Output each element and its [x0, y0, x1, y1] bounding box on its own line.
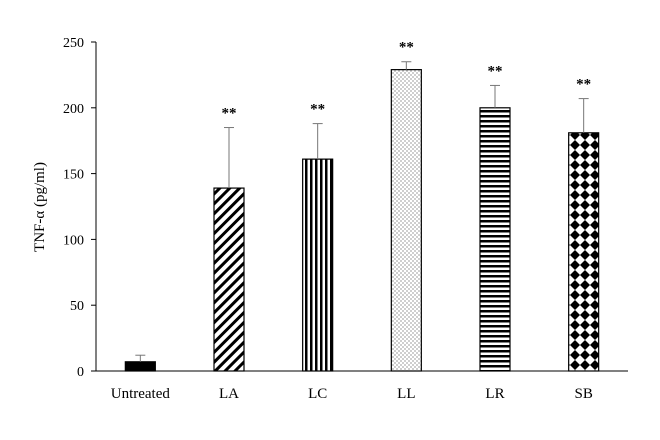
y-tick-label: 0 — [77, 365, 84, 380]
bar-lr — [479, 107, 511, 372]
y-tick-label: 200 — [63, 102, 84, 117]
y-tick-label: 150 — [63, 168, 84, 183]
significance-label-lc: ** — [310, 102, 325, 118]
x-tick-label-lc: LC — [308, 386, 327, 402]
bars-group: ** ** ** ** ** — [124, 40, 600, 372]
x-axis-tick-labels: Untreated LA LC LL LR SB — [111, 386, 593, 402]
significance-label-lr: ** — [488, 63, 503, 79]
significance-label-ll: ** — [399, 40, 414, 56]
x-tick-label-untreated: Untreated — [111, 386, 171, 402]
significance-label-la: ** — [222, 106, 237, 122]
x-tick-label-la: LA — [219, 386, 239, 402]
bar-sb — [568, 132, 600, 372]
x-tick-label-ll: LL — [397, 386, 415, 402]
y-tick-label: 50 — [70, 299, 84, 314]
y-tick-label: 250 — [63, 36, 84, 51]
y-axis-ticks: 0 50 100 150 200 250 — [63, 36, 96, 380]
bar-ll — [390, 69, 422, 372]
y-axis-label: TNF-α (pg/ml) — [32, 162, 48, 252]
bar-untreated — [124, 361, 156, 372]
x-tick-label-sb: SB — [574, 386, 592, 402]
y-tick-label: 100 — [63, 233, 84, 248]
x-tick-label-lr: LR — [485, 386, 504, 402]
significance-label-sb: ** — [576, 77, 591, 93]
bar-lc — [302, 158, 334, 372]
bar-la — [213, 187, 245, 372]
